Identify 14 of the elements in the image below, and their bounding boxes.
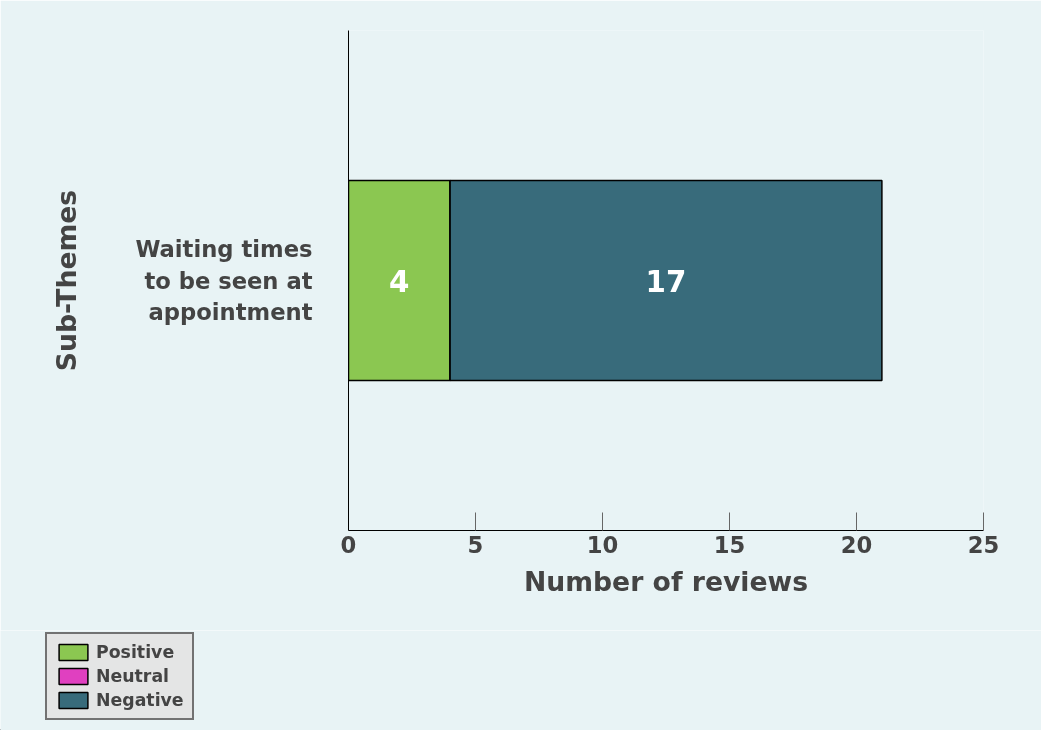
x-tick-label: 0 bbox=[340, 531, 357, 558]
y-axis-title: Sub-Themes bbox=[51, 189, 83, 372]
legend-label: Neutral bbox=[96, 666, 170, 686]
x-tick-label: 20 bbox=[840, 531, 873, 558]
x-tick-label: 5 bbox=[467, 531, 484, 558]
data-label: 4 bbox=[389, 264, 410, 299]
legend-label: Negative bbox=[96, 690, 184, 710]
data-label: 17 bbox=[645, 264, 687, 299]
x-tick-label: 10 bbox=[586, 531, 619, 558]
x-tick-label: 15 bbox=[713, 531, 746, 558]
legend-label: Positive bbox=[96, 642, 175, 662]
x-axis-title: Number of reviews bbox=[523, 565, 809, 597]
x-tick-label: 25 bbox=[967, 531, 1000, 558]
y-tick-label: Waiting times to be seen at appointment bbox=[135, 236, 313, 325]
